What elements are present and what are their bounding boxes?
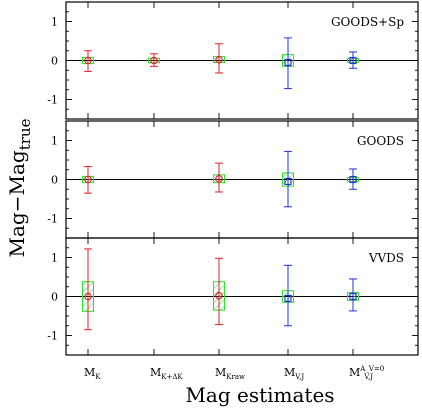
panel-title: VVDS: [368, 251, 404, 265]
median-marker: [215, 55, 223, 64]
entry-2: [213, 162, 225, 193]
y-tick-label: 1: [51, 16, 58, 29]
panel-frame: [65, 1, 419, 120]
median-marker: [215, 291, 223, 300]
entry-0: [82, 166, 94, 194]
x-axis-label: Mag estimates: [185, 383, 334, 407]
x-tick-label: MK+ΔK: [150, 366, 183, 381]
y-tick-label: -1: [47, 330, 58, 343]
y-tick-label: -1: [47, 94, 58, 107]
entry-4: [347, 51, 359, 69]
median-marker: [284, 177, 292, 185]
x-tick-labels: MK MK+ΔK MKraw MV,J MA_V=0 V,J: [84, 365, 384, 381]
entry-0: [82, 248, 94, 331]
median-marker: [215, 174, 223, 183]
entry-2: [213, 43, 225, 74]
y-axis-label-minus: −: [5, 195, 29, 212]
panel-3: -1 0 1 VVDS: [47, 237, 419, 356]
entry-2: [213, 257, 225, 326]
entry-3: [282, 37, 294, 90]
median-marker: [349, 56, 357, 65]
median-marker: [84, 292, 92, 301]
panel-1: -1 0 1 GOODS+Sp: [47, 1, 419, 120]
entry-3: [282, 150, 294, 208]
y-axis-label-sub: true: [16, 118, 34, 150]
panels-group: -1 0 1 GOODS+Sp -1 0 1 GOODS -1 0 1 VVDS: [47, 1, 419, 356]
entry-4: [347, 278, 359, 312]
entry-3: [282, 264, 294, 327]
median-marker: [150, 56, 158, 65]
panel-frame: [65, 237, 419, 356]
y-tick-label: 0: [51, 174, 58, 187]
panel-2: -1 0 1 GOODS: [47, 120, 419, 239]
entry-1: [148, 53, 160, 67]
y-tick-label: 1: [51, 135, 58, 148]
panel-title: GOODS+Sp: [331, 15, 404, 29]
y-tick-label: 0: [51, 291, 58, 304]
panel-title: GOODS: [357, 134, 404, 148]
x-tick-label: MA_V=0 V,J: [349, 365, 384, 381]
median-marker: [284, 294, 292, 303]
median-marker: [349, 175, 357, 184]
x-tick-label: MV,J: [284, 366, 304, 381]
y-axis-label-mag: Mag: [5, 212, 29, 257]
median-marker: [84, 175, 92, 184]
x-tick-label: MKraw: [215, 366, 245, 381]
x-tick-label: MK: [84, 366, 101, 381]
y-tick-label: -1: [47, 213, 58, 226]
y-tick-label: 1: [51, 252, 58, 265]
y-axis-label-mag2: Mag: [5, 150, 29, 195]
y-axis-label: Mag−Magtrue: [5, 118, 34, 257]
entry-4: [347, 168, 359, 190]
median-marker: [284, 58, 292, 67]
median-marker: [349, 292, 357, 301]
entry-0: [82, 50, 94, 72]
median-marker: [84, 56, 92, 65]
y-tick-label: 0: [51, 55, 58, 68]
